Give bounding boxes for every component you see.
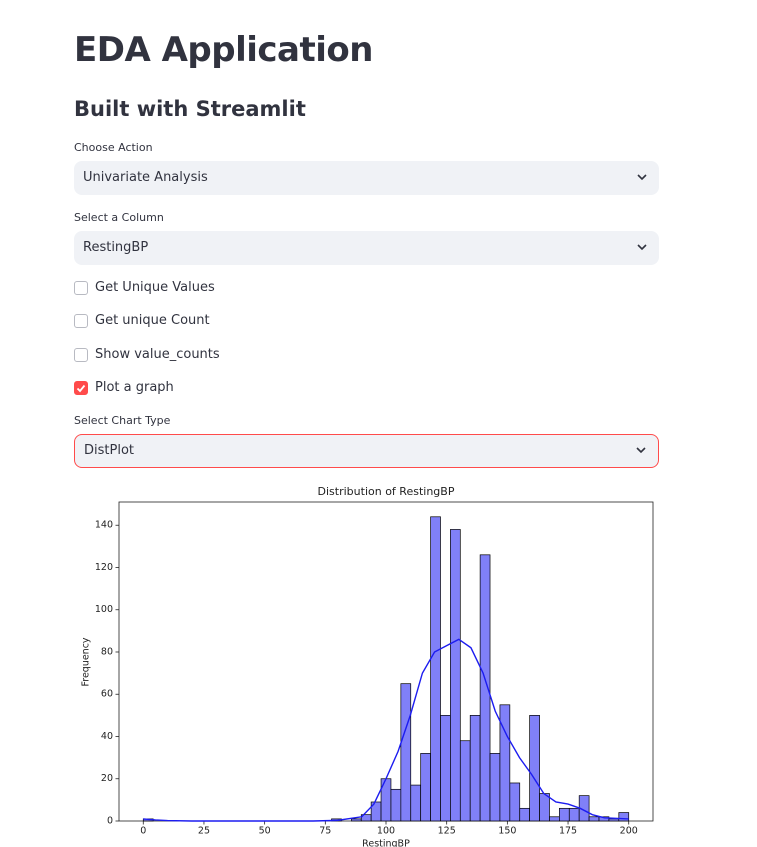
bar	[489, 753, 501, 822]
x-axis-label: RestingBP	[362, 839, 410, 847]
bar	[568, 807, 580, 822]
bar	[519, 807, 530, 822]
bar	[479, 554, 491, 822]
y-tick-label: 0	[107, 816, 113, 827]
checkbox-box	[74, 314, 88, 328]
bar	[410, 784, 422, 822]
x-tick-label: 100	[377, 826, 395, 837]
bar	[539, 793, 550, 822]
bar	[430, 516, 441, 822]
select-value: DistPlot	[84, 443, 134, 458]
checkbox-box	[74, 281, 88, 295]
x-tick-label: 50	[259, 826, 271, 837]
bar	[618, 812, 630, 822]
plot-frame	[118, 501, 654, 822]
chart-title: Distribution of RestingBP	[318, 485, 455, 498]
x-tick-label: 25	[198, 826, 210, 837]
bar	[559, 807, 570, 822]
checkbox-label: Show value_counts	[95, 347, 220, 362]
y-tick-label: 20	[101, 773, 113, 784]
select-value: RestingBP	[83, 240, 149, 255]
checkbox-box	[74, 348, 88, 362]
y-tick-label: 80	[101, 646, 113, 657]
check-mark	[76, 384, 86, 393]
page-subtitle: Built with Streamlit	[74, 97, 306, 121]
bar	[509, 782, 521, 822]
y-tick-label: 40	[101, 731, 113, 742]
bar	[459, 740, 471, 822]
select-box[interactable]: Univariate Analysis	[74, 161, 659, 195]
chevron	[637, 174, 647, 181]
y-tick-label: 140	[95, 520, 113, 531]
x-tick-label: 0	[140, 826, 146, 837]
x-tick-label: 200	[620, 826, 638, 837]
bar	[400, 683, 412, 822]
bar	[440, 715, 451, 822]
bar	[608, 818, 620, 822]
chevron	[636, 447, 646, 454]
bar	[350, 818, 362, 822]
bar	[390, 788, 402, 822]
chevron	[637, 244, 647, 251]
x-tick-label: 75	[319, 826, 331, 837]
bar	[420, 753, 431, 822]
y-tick-label: 100	[95, 604, 113, 615]
bar	[549, 816, 560, 822]
y-tick-label: 60	[101, 689, 113, 700]
x-tick-label: 150	[498, 826, 516, 837]
checkbox-label: Get Unique Values	[95, 280, 215, 295]
x-tick-label: 175	[559, 826, 577, 837]
field-label: Select Chart Type	[74, 414, 171, 427]
checkbox-label: Get unique Count	[95, 313, 210, 328]
bar	[588, 816, 600, 822]
checkbox-box	[74, 381, 88, 395]
field-label: Choose Action	[74, 141, 153, 154]
y-axis-label: Frequency	[81, 637, 92, 686]
kde-line	[143, 638, 629, 822]
select-box[interactable]: RestingBP	[74, 231, 659, 265]
select-box[interactable]: DistPlot	[74, 434, 659, 468]
bar	[469, 715, 481, 822]
select-value: Univariate Analysis	[83, 170, 208, 185]
x-tick-label: 125	[438, 826, 456, 837]
checkbox-label: Plot a graph	[95, 380, 174, 395]
field-label: Select a Column	[74, 211, 164, 224]
bar	[450, 529, 461, 822]
chart: Distribution of RestingBP RestingBP Freq…	[81, 485, 654, 847]
page-title: EDA Application	[74, 30, 373, 70]
y-tick-label: 120	[95, 562, 113, 573]
bar	[529, 715, 540, 822]
bar	[499, 704, 511, 822]
